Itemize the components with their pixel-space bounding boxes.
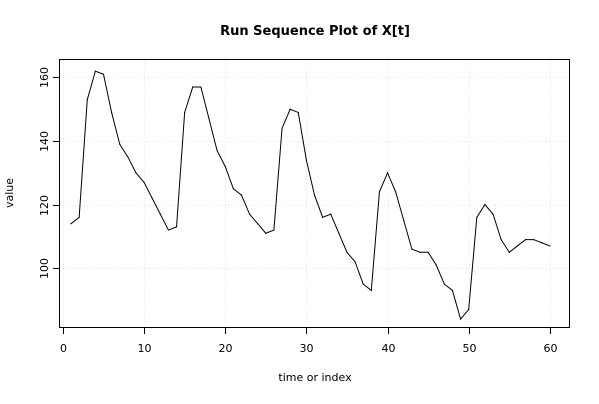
data-point (159, 213, 161, 215)
data-point (468, 308, 470, 311)
data-point (500, 238, 502, 241)
x-tick-label: 60 (544, 342, 558, 355)
data-point (240, 194, 243, 196)
data-point (492, 213, 494, 215)
y-axis: 100 120 140 160 (38, 67, 60, 279)
data-point (362, 283, 364, 285)
data-point (167, 229, 170, 231)
x-tick-label: 0 (60, 342, 67, 355)
data-point (192, 86, 194, 88)
data-point (175, 226, 178, 228)
grid (60, 60, 569, 327)
y-axis-label: value (3, 178, 16, 208)
data-point (435, 264, 437, 266)
data-point (443, 283, 445, 285)
series-line (70, 70, 551, 321)
data-point (297, 111, 299, 114)
x-axis-label: time or index (278, 371, 352, 384)
data-point (533, 238, 535, 241)
data-point (386, 172, 389, 174)
data-point (151, 197, 153, 199)
data-point (127, 156, 129, 158)
data-point (86, 99, 88, 101)
data-point (378, 191, 381, 193)
data-point (200, 86, 202, 88)
data-point (354, 261, 356, 263)
data-point (265, 232, 267, 234)
chart-title: Run Sequence Plot of X[t] (220, 24, 410, 39)
x-tick-label: 50 (463, 342, 477, 355)
data-point (313, 194, 316, 196)
data-point (395, 191, 397, 193)
data-point (338, 232, 340, 234)
data-point (346, 251, 348, 253)
data-point (70, 223, 72, 225)
data-point (281, 127, 283, 129)
data-point (119, 143, 121, 145)
data-point (248, 213, 251, 215)
data-point (102, 73, 105, 75)
data-point (541, 242, 543, 244)
data-point (524, 238, 527, 241)
data-point (78, 216, 80, 218)
data-point (403, 219, 405, 222)
x-tick-label: 30 (300, 342, 314, 355)
x-tick-label: 20 (219, 342, 233, 355)
plot-frame (59, 59, 570, 328)
data-point (411, 248, 413, 250)
data-point (419, 251, 421, 253)
data-point (451, 289, 454, 292)
x-axis: 0 10 20 30 40 50 60 (60, 327, 558, 355)
data-point (224, 165, 226, 168)
data-point (94, 70, 96, 72)
x-tick-label: 40 (382, 342, 396, 355)
data-point (143, 181, 145, 183)
data-point (322, 216, 324, 218)
y-tick-label: 120 (38, 195, 51, 216)
data-point (232, 188, 234, 190)
data-point (427, 251, 429, 253)
y-tick-label: 140 (38, 131, 51, 152)
data-point (305, 159, 307, 161)
data-point (370, 289, 372, 292)
y-tick-label: 160 (38, 67, 51, 88)
data-point (476, 216, 478, 218)
data-point (459, 318, 462, 320)
data-point (216, 149, 218, 152)
data-point (484, 204, 486, 206)
y-tick-label: 100 (38, 258, 51, 279)
data-point (111, 111, 113, 114)
x-tick-label: 10 (138, 342, 152, 355)
data-point (257, 223, 259, 225)
data-point (508, 251, 510, 253)
data-point (549, 245, 551, 247)
data-point (184, 111, 186, 114)
data-point (516, 245, 518, 247)
data-point (135, 172, 137, 174)
data-points (70, 70, 551, 320)
data-point (208, 118, 210, 120)
data-point (273, 229, 275, 231)
data-point (289, 108, 291, 110)
data-point (330, 213, 332, 215)
